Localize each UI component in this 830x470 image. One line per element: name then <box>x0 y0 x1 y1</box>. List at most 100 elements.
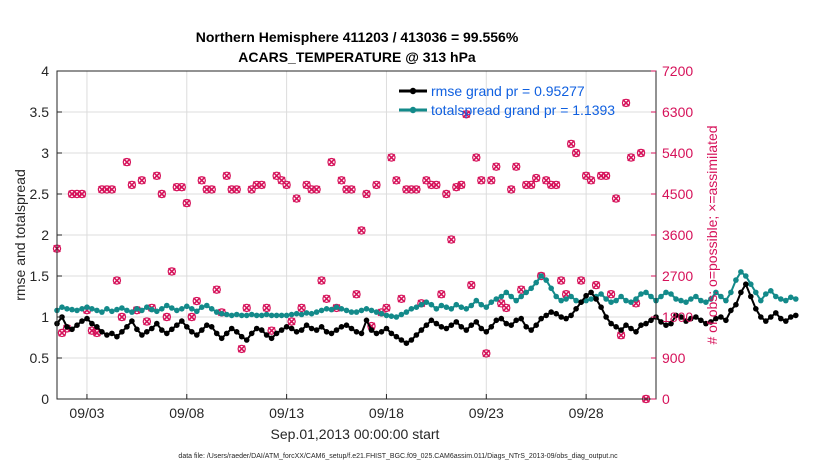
obs-assimilated-marker <box>128 181 136 189</box>
obs-possible-marker <box>322 294 331 303</box>
series-point-totalspread <box>169 305 175 311</box>
obs-possible-marker <box>227 185 236 194</box>
obs-point <box>167 267 177 276</box>
series-point-totalspread <box>233 311 240 318</box>
obs-point <box>327 157 336 167</box>
obs-point <box>442 189 451 199</box>
obs-possible-marker <box>611 194 621 203</box>
obs-point <box>397 294 406 303</box>
series-point-rmse <box>448 322 455 329</box>
series-point-rmse <box>528 327 534 333</box>
obs-assimilated-marker <box>557 276 566 285</box>
series-point-totalspread <box>733 277 739 283</box>
obs-possible-marker <box>202 185 211 194</box>
series-point-totalspread <box>718 293 724 300</box>
obs-assimilated-marker <box>607 290 615 299</box>
obs-possible-marker <box>292 194 301 203</box>
series-point-totalspread <box>179 306 185 312</box>
obs-assimilated-marker <box>207 185 216 194</box>
series-point-totalspread <box>204 302 210 309</box>
series-point-rmse <box>513 317 519 324</box>
series-point-totalspread <box>673 296 679 302</box>
series-point-rmse <box>533 322 539 329</box>
series-point-rmse <box>139 332 145 338</box>
series-point-totalspread <box>84 304 90 311</box>
series-point-rmse <box>99 329 105 335</box>
series-point-rmse <box>64 324 70 330</box>
series-point-totalspread <box>283 312 290 319</box>
obs-point <box>287 317 296 326</box>
series-point-rmse <box>189 329 195 335</box>
series-point-totalspread <box>648 293 654 300</box>
series-point-totalspread <box>763 291 769 297</box>
y-axis-right-label: # of obs: o=possible; ×=assimilated <box>704 125 720 344</box>
obs-possible-marker <box>487 176 496 185</box>
series-point-totalspread <box>189 306 195 312</box>
series-point-totalspread <box>753 289 759 296</box>
series-point-rmse <box>313 327 320 333</box>
obs-assimilated-marker <box>282 181 291 189</box>
series-point-totalspread <box>608 299 614 306</box>
y-right-tick-label: 900 <box>662 350 686 366</box>
obs-possible-marker <box>277 176 286 185</box>
obs-assimilated-marker <box>113 276 121 285</box>
obs-assimilated-marker <box>442 190 451 198</box>
series-point-totalspread <box>403 309 410 315</box>
series-point-totalspread <box>478 301 485 308</box>
obs-point <box>586 176 596 185</box>
series-point-totalspread <box>708 296 714 302</box>
obs-assimilated-marker <box>532 174 541 182</box>
obs-assimilated-marker <box>267 326 276 335</box>
series-point-rmse <box>174 322 180 329</box>
series-point-rmse <box>164 330 170 337</box>
series-point-rmse <box>383 325 390 332</box>
obs-point <box>601 171 611 180</box>
series-point-totalspread <box>144 304 150 311</box>
series-point-rmse <box>683 318 689 324</box>
obs-assimilated-marker <box>472 153 481 162</box>
series-point-totalspread <box>348 309 355 315</box>
obs-assimilated-marker <box>372 181 381 189</box>
series-point-rmse <box>738 289 744 296</box>
obs-point <box>337 176 346 185</box>
series-point-totalspread <box>383 312 390 319</box>
obs-possible-marker <box>207 185 216 194</box>
obs-possible-marker <box>267 326 276 335</box>
series-point-totalspread <box>483 304 490 311</box>
obs-assimilated-marker <box>352 290 361 299</box>
series-point-rmse <box>228 325 235 332</box>
obs-point <box>497 299 506 308</box>
series-markers-rmse <box>54 281 799 347</box>
obs-assimilated-marker <box>297 304 306 312</box>
obs-possible-marker <box>546 180 556 190</box>
obs-possible-marker <box>502 303 511 313</box>
obs-assimilated-marker <box>602 171 610 180</box>
series-point-rmse <box>658 319 664 325</box>
series-lines <box>54 269 799 347</box>
obs-possible-marker <box>107 185 117 194</box>
series-point-rmse <box>253 325 260 332</box>
obs-assimilated-marker <box>502 304 511 312</box>
series-point-totalspread <box>154 308 160 315</box>
x-tick-label: 09/18 <box>369 405 404 421</box>
series-point-rmse <box>323 329 330 335</box>
series-point-totalspread <box>458 304 465 311</box>
obs-assimilated-marker <box>447 235 456 244</box>
series-point-totalspread <box>64 306 70 312</box>
series-point-rmse <box>693 314 699 320</box>
obs-possible-marker <box>512 162 521 171</box>
series-point-rmse <box>668 320 674 327</box>
obs-possible-marker <box>497 299 506 308</box>
chart-title-line1: Northern Hemisphere 411203 / 413036 = 99… <box>196 29 519 45</box>
series-point-totalspread <box>698 297 704 304</box>
obs-point <box>571 148 581 158</box>
obs-assimilated-marker <box>317 276 326 285</box>
series-point-rmse <box>388 330 395 337</box>
obs-possible-marker <box>357 226 366 235</box>
obs-point <box>152 171 162 180</box>
series-point-totalspread <box>89 306 95 312</box>
obs-possible-marker <box>522 180 531 190</box>
obs-assimilated-marker <box>567 140 576 148</box>
series-point-rmse <box>473 319 480 325</box>
series-point-rmse <box>458 324 465 330</box>
